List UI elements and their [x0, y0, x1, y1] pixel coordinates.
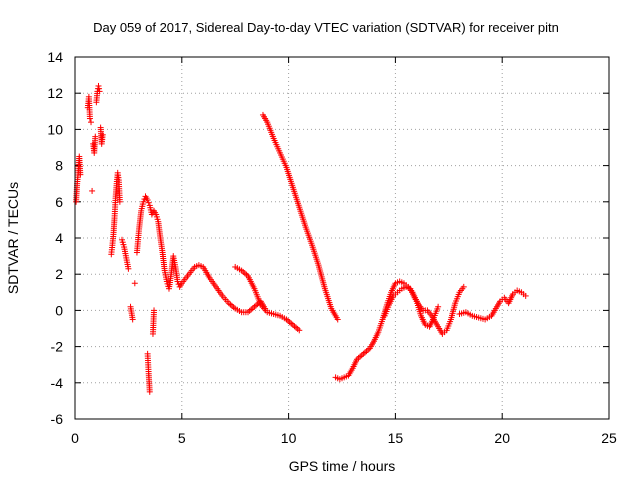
data-point [174, 278, 181, 285]
data-point [125, 265, 132, 272]
data-point [522, 292, 529, 299]
y-tick-label: -2 [51, 339, 64, 355]
x-tick-label: 20 [494, 430, 510, 446]
x-tick-label: 15 [388, 430, 404, 446]
data-point [334, 316, 341, 323]
chart-title: Day 059 of 2017, Sidereal Day-to-day VTE… [93, 20, 559, 35]
x-tick-label: 25 [601, 430, 617, 446]
y-tick-label: 12 [47, 85, 63, 101]
data-point [89, 187, 96, 194]
plot-frame [74, 56, 610, 420]
data-point [151, 307, 158, 314]
data-points [73, 82, 529, 395]
data-point [131, 280, 138, 287]
data-point [129, 316, 136, 323]
data-point [145, 199, 152, 206]
y-tick-label: 4 [55, 230, 63, 246]
y-tick-label: 14 [47, 49, 63, 65]
data-point [116, 198, 123, 205]
y-tick-label: 2 [55, 266, 63, 282]
grid [75, 57, 609, 419]
x-axis-label: GPS time / hours [289, 458, 396, 474]
y-tick-label: 6 [55, 194, 63, 210]
y-tick-label: -4 [51, 375, 64, 391]
data-point [88, 119, 95, 126]
data-point [435, 303, 442, 310]
data-point [460, 283, 467, 290]
data-point [140, 198, 147, 205]
data-point [99, 131, 106, 138]
data-point [96, 85, 103, 92]
y-tick-label: 8 [55, 158, 63, 174]
data-point [96, 88, 103, 95]
y-axis-label: SDTVAR / TECUs [5, 182, 21, 294]
y-tick-label: 0 [55, 302, 63, 318]
x-tick-label: 10 [281, 430, 297, 446]
data-point [86, 115, 93, 122]
x-tick-label: 5 [178, 430, 186, 446]
data-point [77, 171, 84, 178]
data-point [146, 388, 153, 395]
data-point [92, 133, 99, 140]
x-tick-label: 0 [71, 430, 79, 446]
y-tick-label: 10 [47, 121, 63, 137]
y-tick-label: -6 [51, 411, 64, 427]
data-point [296, 327, 303, 334]
data-point [95, 82, 102, 89]
data-point [144, 196, 151, 203]
axis-ticks: 0 5 10 15 20 25 -6 -4 -2 0 2 4 6 8 10 12 14 [47, 49, 617, 446]
